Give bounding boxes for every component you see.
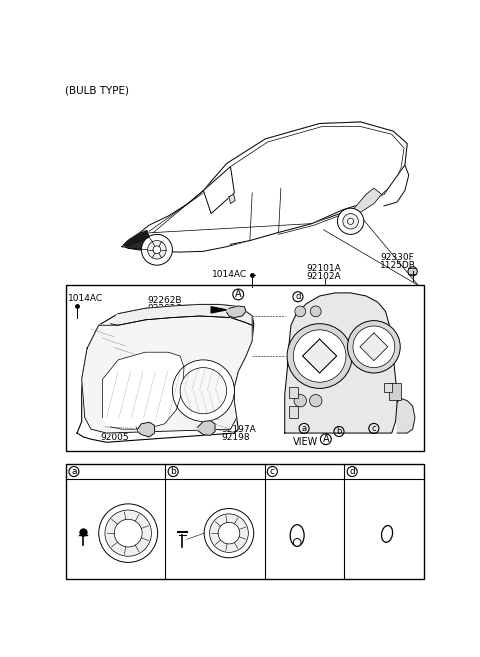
Circle shape — [172, 360, 234, 422]
Polygon shape — [77, 304, 254, 442]
Bar — [288, 406, 298, 418]
Ellipse shape — [382, 526, 393, 542]
Bar — [389, 383, 401, 400]
Polygon shape — [204, 122, 407, 244]
Polygon shape — [198, 420, 215, 436]
Text: 1125DB: 1125DB — [380, 261, 416, 269]
Text: 92004: 92004 — [100, 425, 129, 434]
Polygon shape — [110, 304, 252, 325]
Polygon shape — [229, 194, 235, 204]
Text: A: A — [235, 290, 241, 300]
Text: 92169: 92169 — [85, 556, 112, 565]
Text: A: A — [323, 434, 329, 444]
Text: 1014AC: 1014AC — [68, 294, 103, 304]
Text: 92160G: 92160G — [120, 483, 153, 492]
Circle shape — [210, 514, 248, 553]
Circle shape — [295, 306, 306, 317]
Polygon shape — [204, 167, 234, 214]
Polygon shape — [302, 339, 336, 373]
Text: a: a — [71, 467, 77, 476]
Text: 92262C: 92262C — [147, 304, 182, 313]
Text: 1014AC: 1014AC — [212, 270, 247, 279]
Bar — [384, 383, 392, 392]
Text: a: a — [301, 424, 307, 433]
Circle shape — [114, 519, 142, 547]
Text: d: d — [349, 467, 355, 476]
Text: b: b — [170, 467, 176, 476]
Circle shape — [353, 326, 395, 367]
Polygon shape — [397, 398, 415, 433]
Text: 18643D: 18643D — [356, 467, 392, 476]
Text: c: c — [270, 467, 275, 476]
Polygon shape — [82, 316, 252, 433]
Bar — [288, 387, 298, 398]
Text: (BULB TYPE): (BULB TYPE) — [65, 86, 129, 96]
Circle shape — [293, 539, 301, 546]
Circle shape — [142, 235, 172, 265]
Polygon shape — [123, 231, 149, 246]
Circle shape — [287, 324, 352, 388]
Text: 18648B: 18648B — [72, 510, 105, 519]
Polygon shape — [103, 352, 184, 429]
Text: 92330F: 92330F — [380, 253, 414, 262]
Circle shape — [348, 218, 354, 225]
Circle shape — [311, 306, 321, 317]
Polygon shape — [384, 165, 409, 206]
Circle shape — [293, 330, 346, 382]
Polygon shape — [360, 333, 388, 361]
Polygon shape — [227, 306, 246, 317]
Text: 92262B: 92262B — [147, 296, 182, 305]
Polygon shape — [126, 237, 157, 250]
Text: b: b — [336, 427, 342, 436]
Polygon shape — [211, 307, 227, 313]
Ellipse shape — [290, 525, 304, 546]
Text: 92101A: 92101A — [306, 264, 341, 273]
Circle shape — [147, 240, 166, 259]
Text: d: d — [295, 292, 300, 302]
Polygon shape — [350, 188, 382, 214]
Circle shape — [218, 522, 240, 544]
Circle shape — [348, 321, 400, 373]
Circle shape — [105, 510, 152, 556]
Text: 92102A: 92102A — [306, 272, 341, 281]
Bar — [66, 285, 424, 451]
Polygon shape — [137, 422, 155, 437]
Circle shape — [343, 214, 359, 229]
Text: 18648B: 18648B — [189, 512, 221, 520]
Polygon shape — [285, 293, 397, 433]
Circle shape — [153, 246, 161, 254]
Text: c: c — [372, 424, 376, 433]
Text: 92198: 92198 — [221, 433, 250, 442]
Circle shape — [310, 395, 322, 407]
Bar — [66, 464, 424, 579]
Circle shape — [180, 367, 227, 414]
Text: 92005: 92005 — [100, 433, 129, 442]
Text: 92140E: 92140E — [120, 489, 152, 498]
Polygon shape — [122, 122, 407, 252]
Circle shape — [204, 509, 254, 558]
Text: 92191C: 92191C — [206, 556, 238, 565]
Circle shape — [99, 504, 157, 562]
Text: 92197A: 92197A — [221, 425, 256, 434]
Circle shape — [337, 208, 364, 235]
Circle shape — [408, 267, 417, 276]
Text: 18644E: 18644E — [280, 467, 314, 476]
Text: VIEW: VIEW — [292, 437, 318, 447]
Circle shape — [294, 395, 306, 407]
